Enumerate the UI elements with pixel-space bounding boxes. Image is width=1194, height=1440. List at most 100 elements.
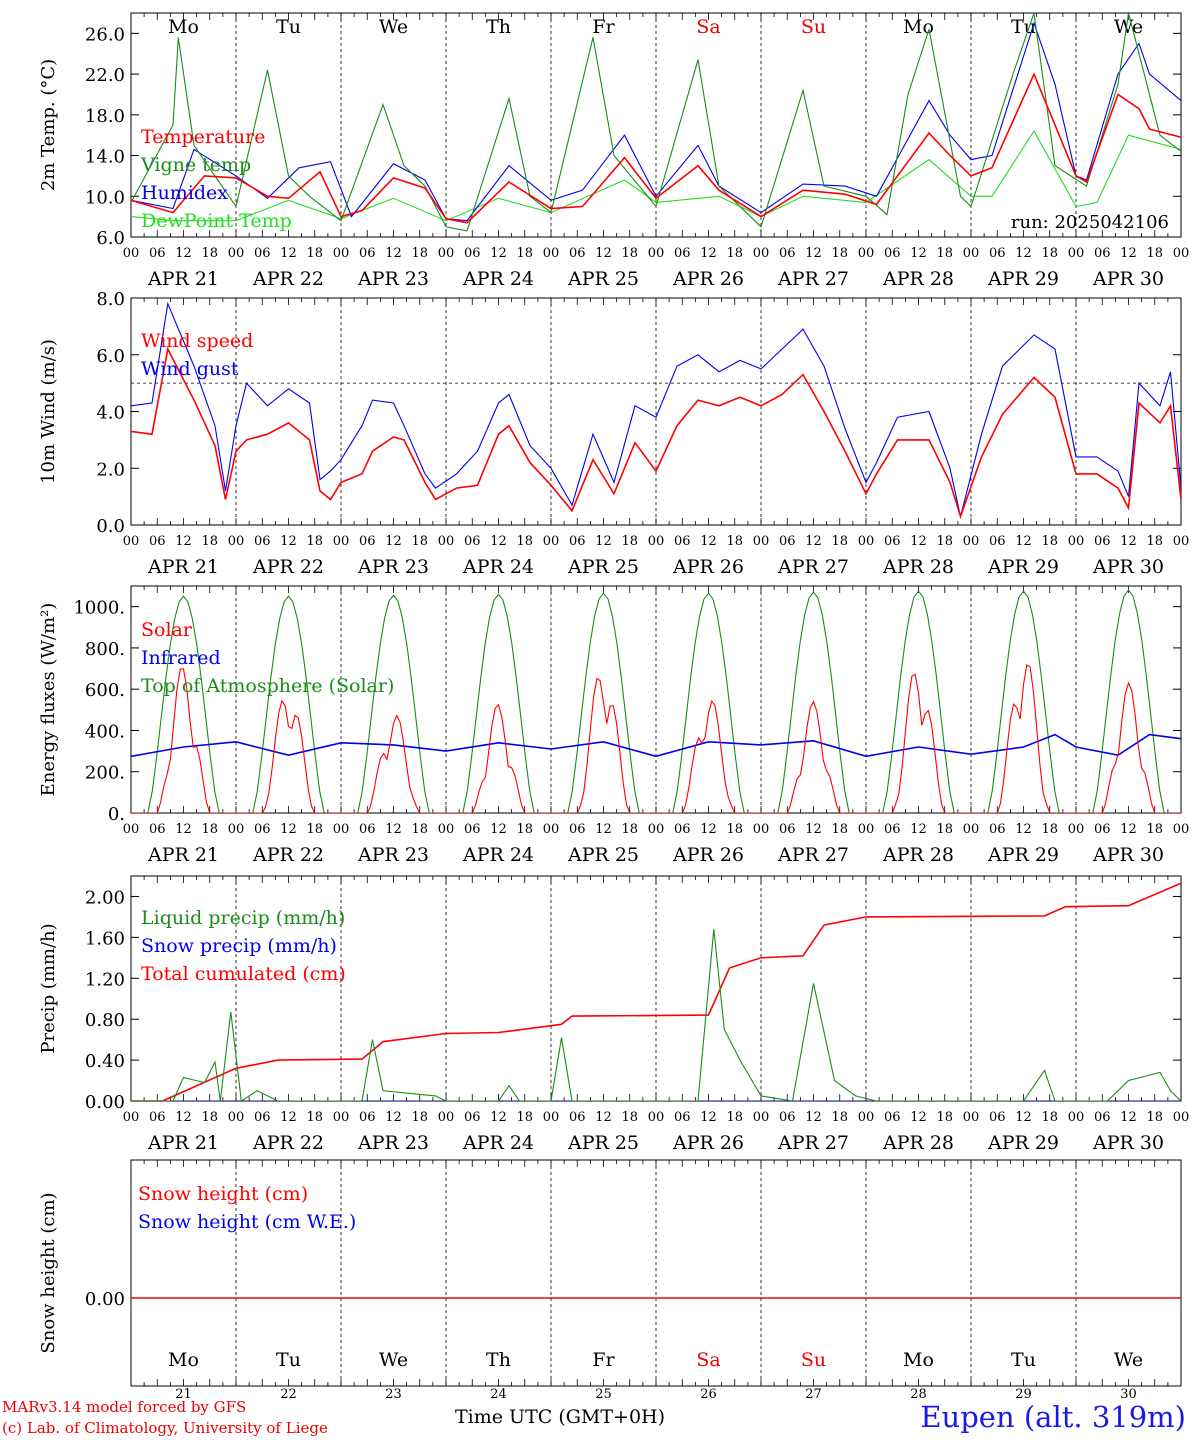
hour-label: 12 <box>490 246 507 261</box>
legend-entry: Solar <box>141 619 193 641</box>
series-line <box>131 346 1181 520</box>
day-number: 29 <box>1015 1387 1032 1402</box>
hour-label: 18 <box>621 1110 638 1125</box>
panel-frame <box>130 12 1182 238</box>
hour-label: 06 <box>989 822 1006 837</box>
day-name: We <box>1114 1349 1143 1371</box>
hour-label: 00 <box>858 1110 875 1125</box>
hour-label: 12 <box>385 246 402 261</box>
y-tick-label: 0.0 <box>96 516 125 537</box>
date-label: APR 27 <box>777 1132 849 1154</box>
y-axis-title: Energy fluxes (W/m²) <box>38 603 59 797</box>
hour-label: 00 <box>1173 822 1190 837</box>
hour-label: 00 <box>333 1110 350 1125</box>
date-label: APR 28 <box>882 268 954 290</box>
hour-label: 12 <box>910 1110 927 1125</box>
legend-entry: Total cumulated (cm) <box>141 963 346 985</box>
hour-label: 18 <box>831 1110 848 1125</box>
hour-label: 18 <box>516 1110 533 1125</box>
hour-label: 00 <box>858 822 875 837</box>
hour-label: 12 <box>805 1110 822 1125</box>
date-label: APR 22 <box>252 556 324 578</box>
series-line <box>131 13 1181 232</box>
hour-label: 18 <box>411 822 428 837</box>
hour-label: 18 <box>306 246 323 261</box>
date-label: APR 30 <box>1092 1132 1164 1154</box>
y-axis-title: 2m Temp. (°C) <box>38 59 59 191</box>
hour-label: 06 <box>1094 1110 1111 1125</box>
y-tick-label: 6.0 <box>96 346 125 367</box>
hour-label: 12 <box>175 534 192 549</box>
hour-label: 00 <box>333 246 350 261</box>
date-label: APR 23 <box>357 1132 429 1154</box>
date-label: APR 21 <box>147 556 219 578</box>
hour-label: 06 <box>989 534 1006 549</box>
legend-entry: Wind speed <box>141 330 253 352</box>
hour-label: 06 <box>464 822 481 837</box>
y-tick-label: 2.00 <box>85 887 125 908</box>
hour-label: 12 <box>175 1110 192 1125</box>
hour-label: 18 <box>1041 534 1058 549</box>
date-label: APR 25 <box>567 844 639 866</box>
hour-label: 06 <box>359 822 376 837</box>
hour-label: 12 <box>280 1110 297 1125</box>
day-name: Mo <box>903 1349 934 1371</box>
hour-label: 18 <box>936 246 953 261</box>
date-label: APR 27 <box>777 556 849 578</box>
legend-entry: Snow precip (mm/h) <box>141 935 337 957</box>
hour-label: 00 <box>438 1110 455 1125</box>
hour-label: 06 <box>569 246 586 261</box>
hour-label: 12 <box>700 534 717 549</box>
hour-label: 18 <box>1146 534 1163 549</box>
hour-label: 18 <box>1146 1110 1163 1125</box>
date-label: APR 30 <box>1092 556 1164 578</box>
hour-label: 00 <box>1173 534 1190 549</box>
legend-entry: Snow height (cm) <box>138 1183 308 1205</box>
day-name: We <box>379 16 408 38</box>
hour-label: 18 <box>621 246 638 261</box>
series-line <box>131 733 1181 758</box>
hour-label: 12 <box>805 246 822 261</box>
hour-label: 18 <box>831 822 848 837</box>
hour-label: 18 <box>516 246 533 261</box>
y-tick-label: 2.0 <box>96 459 125 480</box>
legend-entry: Top of Atmosphere (Solar) <box>141 675 394 697</box>
day-name: We <box>1114 16 1143 38</box>
date-label: APR 23 <box>357 844 429 866</box>
date-label: APR 30 <box>1092 268 1164 290</box>
hour-label: 00 <box>228 246 245 261</box>
date-label: APR 24 <box>462 556 534 578</box>
series-line <box>131 130 1181 222</box>
y-tick-label: 0.00 <box>85 1289 125 1310</box>
hour-label: 18 <box>1041 1110 1058 1125</box>
hour-label: 06 <box>779 822 796 837</box>
day-name: Su <box>801 1349 826 1371</box>
y-tick-label: 800. <box>85 639 125 660</box>
date-label: APR 28 <box>882 844 954 866</box>
day-number: 30 <box>1120 1387 1137 1402</box>
date-label: APR 28 <box>882 556 954 578</box>
hour-label: 18 <box>1146 246 1163 261</box>
hour-label: 06 <box>779 246 796 261</box>
hour-label: 00 <box>1068 822 1085 837</box>
y-tick-label: 0.00 <box>85 1092 125 1113</box>
date-label: APR 23 <box>357 556 429 578</box>
legend-entry: Infrared <box>141 647 221 669</box>
hour-label: 00 <box>333 534 350 549</box>
hour-label: 00 <box>648 1110 665 1125</box>
hour-label: 00 <box>963 534 980 549</box>
legend-entry: Snow height (cm W.E.) <box>138 1211 356 1233</box>
hour-label: 00 <box>963 1110 980 1125</box>
hour-label: 06 <box>569 822 586 837</box>
series-line <box>131 664 1181 813</box>
hour-label: 12 <box>1015 822 1032 837</box>
hour-label: 12 <box>595 534 612 549</box>
y-tick-label: 8.0 <box>96 289 125 310</box>
hour-label: 00 <box>753 246 770 261</box>
day-number: 21 <box>175 1387 192 1402</box>
date-label: APR 25 <box>567 556 639 578</box>
series-line <box>131 301 1181 517</box>
hour-label: 18 <box>411 246 428 261</box>
date-label: APR 25 <box>567 1132 639 1154</box>
hour-label: 12 <box>910 534 927 549</box>
